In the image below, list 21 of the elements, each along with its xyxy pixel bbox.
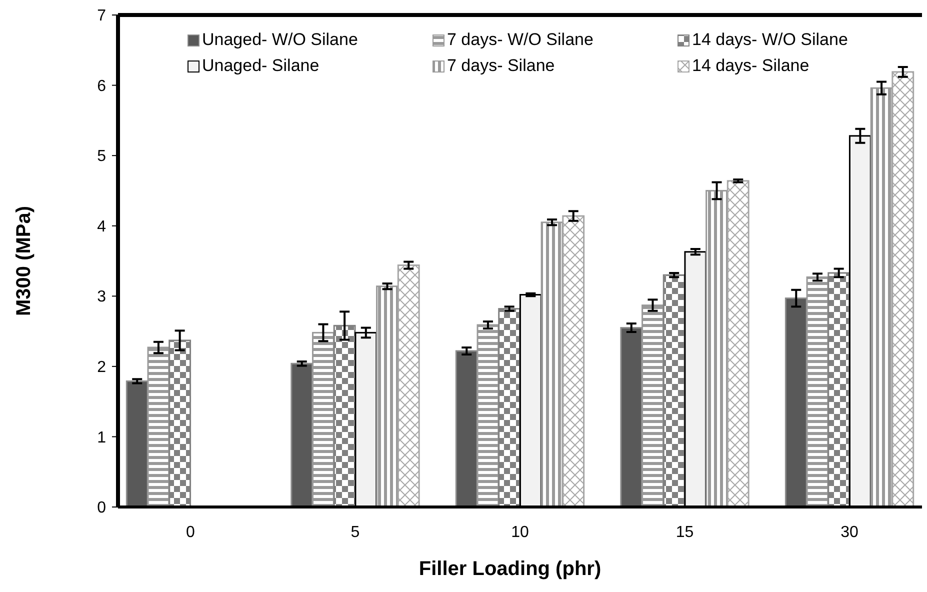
- legend-label: 14 days- Silane: [692, 56, 810, 75]
- y-tick-label: 7: [97, 8, 106, 25]
- y-axis-title: M300 (MPa): [13, 206, 35, 316]
- y-tick-label: 1: [97, 429, 106, 446]
- y-tick-label: 4: [97, 218, 106, 236]
- legend-label: 7 days- W/O Silane: [447, 30, 594, 49]
- y-tick-label: 2: [97, 359, 106, 376]
- x-tick-label: 5: [350, 524, 360, 541]
- x-tick-label: 10: [511, 524, 529, 541]
- legend-label: 7 days- Silane: [447, 56, 555, 75]
- y-tick-label: 3: [97, 288, 106, 306]
- legend-label: Unaged- W/O Silane: [202, 30, 358, 49]
- x-tick-label: 0: [186, 524, 196, 541]
- x-tick-label: 15: [676, 524, 694, 541]
- y-tick-label: 5: [97, 148, 106, 166]
- x-tick-label: 30: [840, 524, 859, 541]
- y-tick-label: 0: [97, 500, 106, 517]
- y-tick-label: 6: [97, 78, 106, 95]
- legend-label: Unaged- Silane: [202, 56, 320, 75]
- x-axis-title: Filler Loading (phr): [418, 558, 602, 580]
- legend-label: 14 days- W/O Silane: [692, 30, 848, 49]
